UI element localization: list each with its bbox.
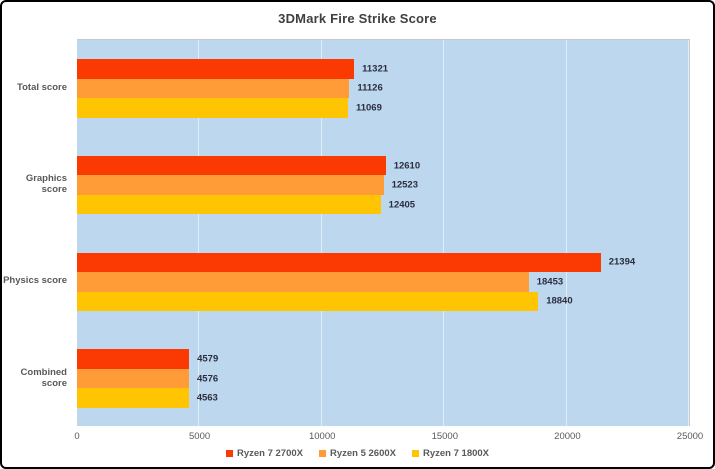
y-axis-category-labels: Total score Graphics score Physics score Co… <box>2 39 67 426</box>
gridline <box>443 40 445 426</box>
legend: Ryzen 7 2700X Ryzen 5 2600X Ryzen 7 1800X <box>2 448 713 459</box>
x-axis: 0 5000 10000 15000 20000 25000 <box>74 431 703 445</box>
data-label: 12523 <box>391 179 418 191</box>
bar-ryzen-7-2700x-physics-score <box>77 252 601 273</box>
legend-item-ryzen-7-1800x: Ryzen 7 1800X <box>412 448 489 459</box>
data-label: 11126 <box>357 82 383 94</box>
category-label: Graphics score <box>25 173 67 196</box>
data-label: 11321 <box>362 63 389 75</box>
x-tick-label: 15000 <box>431 431 459 442</box>
chart-title: 3DMark Fire Strike Score <box>278 11 437 26</box>
legend-label: Ryzen 7 1800X <box>423 448 490 459</box>
x-tick-label: 20000 <box>554 431 581 442</box>
bar-ryzen-5-2600x-graphics-score <box>77 175 384 195</box>
gridline <box>198 40 200 426</box>
bar-ryzen-7-1800x-graphics-score <box>77 194 381 215</box>
x-tick-label: 0 <box>74 431 80 442</box>
category-label: Physics score <box>3 275 67 287</box>
data-label: 4563 <box>196 392 218 404</box>
category-label: Combined score <box>20 366 67 389</box>
legend-item-ryzen-5-2600x: Ryzen 5 2600X <box>318 448 396 459</box>
bar-ryzen-7-1800x-combined-score <box>77 388 189 408</box>
bar-ryzen-7-2700x-total-score <box>77 59 355 79</box>
bar-ryzen-5-2600x-physics-score <box>77 272 529 292</box>
gridline <box>565 40 567 426</box>
legend-label: Ryzen 7 2700X <box>236 448 303 459</box>
x-tick-label: 25000 <box>676 431 704 442</box>
bar-ryzen-7-2700x-combined-score <box>77 349 190 369</box>
gridline <box>320 40 322 426</box>
bar-ryzen-5-2600x-total-score <box>77 78 350 99</box>
legend-label: Ryzen 5 2600X <box>329 448 396 459</box>
legend-swatch-icon <box>318 450 326 457</box>
bar-ryzen-5-2600x-combined-score <box>77 368 190 389</box>
legend-swatch-icon <box>412 450 419 457</box>
x-tick-label: 5000 <box>189 431 211 442</box>
gridline <box>688 40 689 426</box>
bar-ryzen-7-1800x-physics-score <box>77 291 539 312</box>
bar-ryzen-7-2700x-graphics-score <box>77 155 386 176</box>
data-label: 12405 <box>388 199 416 211</box>
category-label: Total score <box>17 81 67 93</box>
data-label: 11069 <box>355 102 382 114</box>
x-tick-label: 10000 <box>308 431 336 442</box>
legend-swatch-icon <box>225 450 233 457</box>
plot-area: 11321 11126 11069 12610 12523 12405 21394 18453… <box>77 39 690 426</box>
legend-item-ryzen-7-2700x: Ryzen 7 2700X <box>225 448 303 459</box>
bar-ryzen-7-1800x-total-score <box>77 98 348 118</box>
data-label: 12610 <box>393 160 421 172</box>
data-label: 18840 <box>546 295 573 307</box>
data-label: 4579 <box>197 353 219 365</box>
data-label: 18453 <box>536 276 564 288</box>
data-label: 4576 <box>197 373 219 385</box>
data-label: 21394 <box>608 256 636 268</box>
